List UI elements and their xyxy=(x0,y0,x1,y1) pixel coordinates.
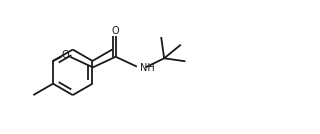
Text: O: O xyxy=(112,26,119,36)
Text: O: O xyxy=(61,50,69,60)
Text: NH: NH xyxy=(140,63,155,73)
